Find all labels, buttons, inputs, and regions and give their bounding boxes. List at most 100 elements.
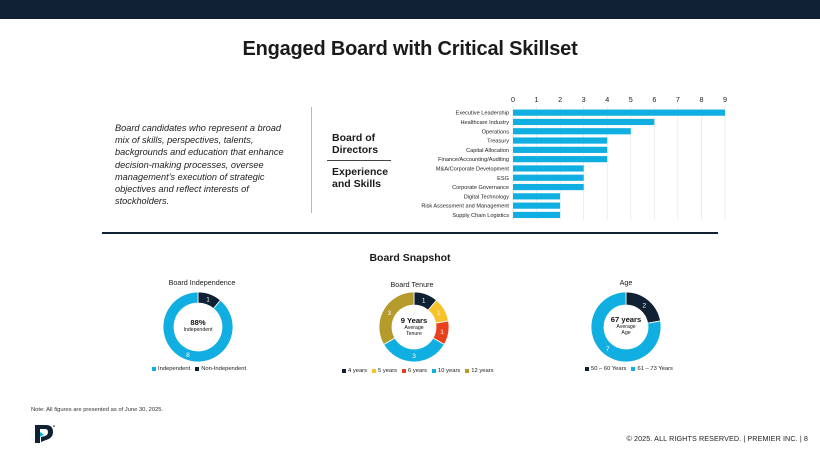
x-tick-label: 7: [676, 95, 680, 104]
tenure-title: Board Tenure: [390, 280, 434, 289]
label-divider: [327, 160, 391, 161]
donut-slice: [590, 291, 662, 363]
legend-label: Non-Independent: [201, 366, 247, 372]
tenure-center-value: 9 Years: [400, 316, 428, 325]
top-banner: [0, 0, 820, 19]
snapshot-title: Board Snapshot: [369, 252, 451, 264]
category-label: Corporate Governance: [452, 185, 509, 191]
category-label: ESG: [497, 176, 509, 182]
independence-title: Board Independence: [168, 278, 236, 287]
legend-item: 5 years: [372, 368, 397, 374]
skill-bar: [513, 156, 608, 163]
category-label: Digital Technology: [464, 194, 509, 200]
legend-swatch: [432, 369, 437, 373]
skills-bar-chart: 0 1 2 3 4 5 6 7 8 9 Executive Leadership Healthcare…: [421, 95, 727, 220]
legend-swatch: [631, 367, 636, 371]
slice-value-label: 8: [186, 352, 190, 359]
legend-item: 61 – 73 Years: [631, 366, 673, 372]
category-label: Healthcare Industry: [460, 120, 509, 126]
slice-value-label: 2: [643, 302, 647, 309]
legend-label: 12 years: [471, 368, 494, 374]
legend-swatch: [195, 367, 200, 371]
legend-item: 12 years: [465, 368, 494, 374]
legend-label: 4 years: [348, 368, 368, 374]
skill-bar: [513, 211, 561, 219]
skill-bar: [513, 137, 608, 144]
age-donut: 27: [590, 291, 662, 363]
experience-label-line2: and Skills: [332, 178, 382, 190]
skill-bar: [513, 128, 631, 135]
legend-label: 50 – 60 Years: [591, 366, 627, 372]
category-label: Finance/Accounting/Auditing: [438, 157, 509, 163]
category-label: Risk Assessment and Management: [421, 204, 509, 210]
skill-bar: [513, 118, 655, 126]
slice-value-label: 1: [422, 298, 426, 305]
slice-value-label: 7: [606, 346, 610, 353]
tenure-center-caption-2: Tenure: [406, 331, 422, 338]
skill-bar: [513, 183, 584, 191]
legend-swatch: [342, 369, 346, 373]
tenure-legend: 4 years 5 years 6 years 10 years 12 years: [342, 368, 494, 374]
legend-item: 10 years: [432, 368, 460, 374]
x-tick-label: 4: [605, 95, 609, 104]
experience-label-line1: Experience: [332, 166, 389, 178]
premier-logo-icon: [35, 425, 55, 443]
category-label: M&A/Corporate Development: [436, 166, 510, 172]
independence-donut: 18: [162, 291, 234, 363]
legend-item: 50 – 60 Years: [585, 366, 626, 372]
x-tick-label: 5: [629, 95, 633, 104]
skill-bar: [513, 202, 561, 209]
age-center-label: 67 years Average Age: [600, 315, 652, 336]
legend-item: 6 years: [402, 368, 427, 374]
slice-value-label: 3: [388, 310, 392, 317]
age-center-value: 67 years: [610, 315, 642, 324]
slice-value-label: 1: [206, 297, 210, 304]
x-tick-label: 8: [699, 95, 703, 104]
tenure-center-caption-1: Average: [404, 325, 424, 331]
board-label-line1: Board of: [332, 132, 376, 144]
vertical-divider: [311, 107, 312, 213]
age-center-caption-1: Average: [616, 324, 636, 330]
legend-item: 4 years: [342, 368, 367, 374]
independence-center-caption: Independent: [183, 327, 213, 333]
x-tick-label: 6: [652, 95, 656, 104]
independence-center-value: 88%: [190, 318, 206, 327]
experience-skills-label: Experience and Skills: [332, 166, 388, 190]
tenure-donut: 1 1 1 3 3: [378, 291, 450, 363]
x-tick-label: 2: [558, 95, 562, 104]
slice-value-label: 1: [437, 310, 441, 317]
donut-slice: [378, 291, 415, 346]
board-of-directors-label: Board of Directors: [332, 132, 378, 156]
skill-bar: [513, 193, 561, 200]
slice-value-label: 3: [412, 353, 416, 360]
age-legend: 50 – 60 Years 61 – 73 Years: [585, 366, 673, 372]
intro-text: Board candidates who represent a broad m…: [115, 123, 284, 207]
footnote: Note: All figures are presented as of Ju…: [31, 407, 164, 413]
skill-bar: [513, 146, 608, 153]
category-label: Executive Leadership: [456, 111, 510, 117]
legend-label: 10 years: [438, 368, 461, 374]
legend-swatch: [152, 367, 156, 371]
skill-bar: [513, 109, 725, 116]
legend-swatch: [402, 369, 407, 373]
legend-label: 6 years: [408, 368, 428, 374]
category-label: Treasury: [487, 139, 509, 145]
age-title: Age: [619, 278, 633, 287]
age-center-caption-2: Age: [621, 330, 631, 337]
x-tick-label: 1: [535, 95, 539, 104]
legend-label: 5 years: [378, 368, 398, 374]
skill-bar: [513, 165, 584, 172]
board-label-line2: Directors: [332, 144, 379, 156]
legend-swatch: [585, 367, 589, 371]
independence-center-label: 88% Independent: [172, 318, 224, 333]
category-label: Supply Chain Logistics: [452, 213, 509, 219]
legend-label: Independent: [158, 366, 191, 372]
section-divider: [102, 232, 718, 234]
donut-slice: [162, 291, 234, 363]
category-label: Capital Allocation: [466, 148, 509, 154]
independence-legend: Independent Non-Independent: [152, 366, 246, 372]
x-tick-label: 0: [511, 95, 515, 104]
skill-bar: [513, 174, 584, 181]
footer-copyright: © 2025. ALL RIGHTS RESERVED. | PREMIER I…: [626, 434, 808, 443]
legend-label: 61 – 73 Years: [637, 366, 673, 372]
